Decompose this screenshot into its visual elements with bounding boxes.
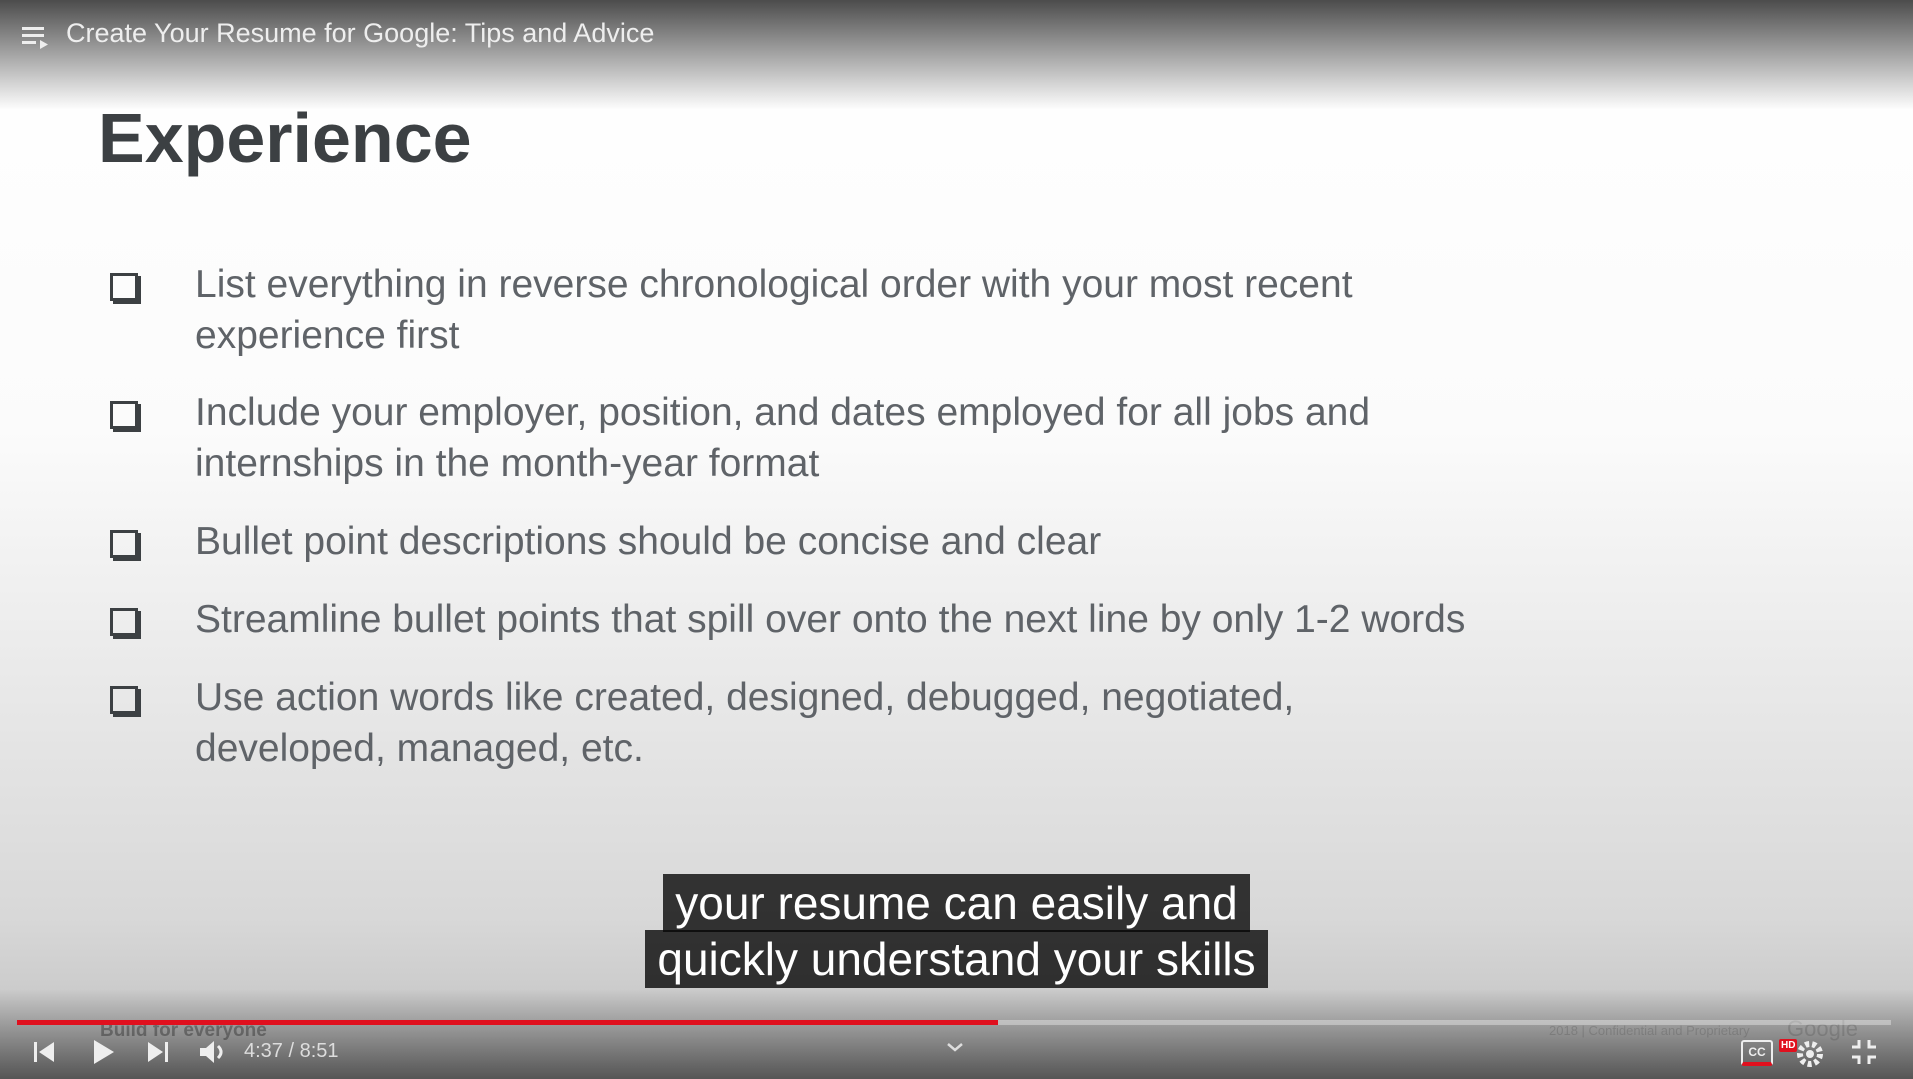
caption-row: your resume can easily and: [0, 874, 1913, 932]
controls: [34, 1040, 223, 1064]
video-title[interactable]: Create Your Resume for Google: Tips and …: [66, 18, 655, 48]
caption-line: your resume can easily and: [663, 874, 1250, 932]
chevron[interactable]: [945, 1040, 965, 1054]
bullet-text: internships in the month-year format: [195, 442, 820, 485]
top-shade: [0, 0, 1913, 110]
playlist-icon[interactable]: [20, 25, 50, 51]
bullet-text: List everything in reverse chronological…: [195, 263, 1353, 306]
bullet-text: Include your employer, position, and dat…: [195, 391, 1371, 434]
next-button[interactable]: [148, 1042, 168, 1062]
checkbox-icon: [110, 686, 138, 714]
bullet-text: experience first: [195, 314, 460, 357]
bullet-text: Bullet point descriptions should be conc…: [195, 520, 1102, 563]
exit-fullscreen-button[interactable]: [1850, 1038, 1880, 1068]
bottom-shade: [0, 989, 1913, 1079]
caption-line: quickly understand your skills: [645, 930, 1268, 988]
bullet-text: developed, managed, etc.: [195, 727, 644, 770]
time-display: 4:37 / 8:51: [244, 1040, 339, 1062]
volume-button[interactable]: [200, 1041, 223, 1063]
checkbox-icon: [110, 530, 138, 558]
cc-button[interactable]: CC: [1741, 1040, 1773, 1066]
progress-bar[interactable]: [17, 1020, 998, 1025]
checkbox-icon: [110, 401, 138, 429]
settings-button[interactable]: [1796, 1038, 1826, 1068]
bullet-text: Streamline bullet points that spill over…: [195, 598, 1466, 641]
play-button[interactable]: [94, 1040, 114, 1064]
bullet-text: Use action words like created, designed,…: [195, 676, 1295, 719]
checkbox-icon: [110, 273, 138, 301]
checkbox-icon: [110, 608, 138, 636]
previous-button[interactable]: [34, 1042, 54, 1062]
caption-row: quickly understand your skills: [0, 930, 1913, 988]
slide-heading: Experience: [98, 99, 472, 177]
hd-badge: HD: [1779, 1039, 1798, 1052]
